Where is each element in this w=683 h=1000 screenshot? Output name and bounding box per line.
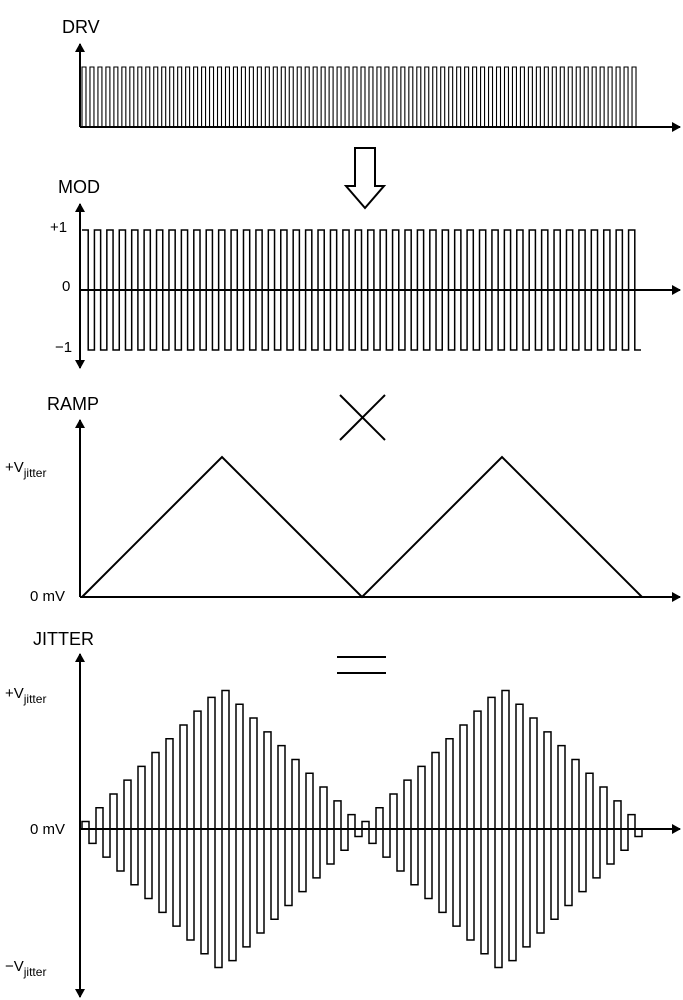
ramp-y-label-zero: 0 mV [30,588,65,605]
ramp-y-label-top: +Vjitter [5,459,46,480]
down-arrow-icon [343,147,387,210]
jitter-panel: JITTER +Vjitter 0 mV −Vjitter [5,629,681,998]
mod-square-wave [82,229,641,351]
multiply-icon [339,394,386,441]
ramp-triangle-wave [81,455,643,599]
jitter-modulated-wave [81,689,643,969]
equals-icon [337,656,386,674]
jitter-y-label-zero: 0 mV [30,821,65,838]
drv-title: DRV [62,17,100,37]
jitter-y-label-top: +Vjitter [5,685,46,706]
drv-panel: DRV [62,17,681,132]
jitter-title: JITTER [33,629,94,649]
drv-pulse-train [81,66,640,128]
mod-y-label-zero: 0 [62,278,70,295]
mod-panel: MOD +1 0 −1 [50,177,681,369]
ramp-title: RAMP [47,394,99,414]
mod-title: MOD [58,177,100,197]
jitter-y-label-bottom: −Vjitter [5,958,46,979]
mod-y-label-top: +1 [50,219,67,236]
ramp-panel: RAMP +Vjitter 0 mV [5,394,681,605]
mod-y-label-bottom: −1 [55,339,72,356]
